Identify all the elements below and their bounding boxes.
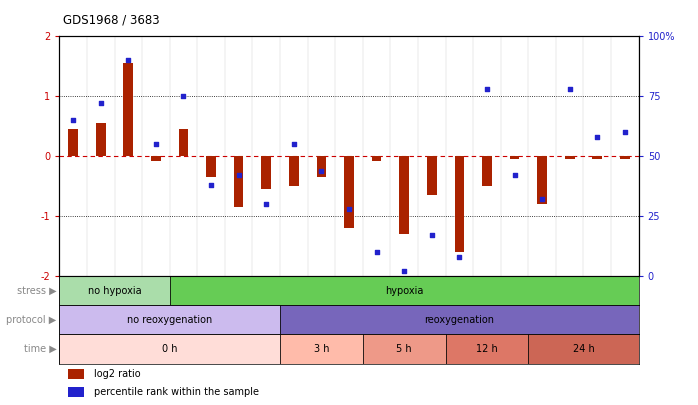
Bar	[170, 276, 639, 305]
Bar	[68, 387, 84, 397]
Bar	[280, 305, 639, 335]
Text: percentile rank within the sample: percentile rank within the sample	[94, 387, 259, 397]
Bar	[124, 64, 133, 156]
Text: log2 ratio: log2 ratio	[94, 369, 141, 379]
Bar	[280, 335, 363, 364]
Point	[619, 129, 630, 135]
Point	[509, 172, 520, 179]
Text: 12 h: 12 h	[476, 344, 498, 354]
Bar	[317, 156, 326, 177]
Bar	[427, 156, 436, 195]
Text: 5 h: 5 h	[396, 344, 412, 354]
Bar	[620, 156, 630, 159]
Bar	[96, 123, 105, 156]
Point	[288, 141, 299, 147]
Bar	[445, 335, 528, 364]
Point	[426, 232, 438, 239]
Bar	[537, 156, 547, 204]
Point	[454, 254, 465, 260]
Point	[315, 167, 327, 174]
Text: no hypoxia: no hypoxia	[88, 286, 141, 296]
Bar	[59, 276, 170, 305]
Text: 3 h: 3 h	[313, 344, 329, 354]
Bar	[59, 305, 280, 335]
Text: GDS1968 / 3683: GDS1968 / 3683	[63, 13, 159, 26]
Text: hypoxia: hypoxia	[385, 286, 424, 296]
Bar	[68, 129, 78, 156]
Bar	[593, 156, 602, 159]
Bar	[344, 156, 354, 228]
Point	[537, 196, 548, 202]
Point	[592, 134, 603, 140]
Point	[482, 86, 493, 92]
Point	[564, 86, 575, 92]
Text: 24 h: 24 h	[572, 344, 595, 354]
Point	[371, 249, 383, 255]
Bar	[399, 156, 409, 234]
Point	[399, 268, 410, 274]
Bar	[482, 156, 492, 186]
Point	[260, 201, 272, 207]
Bar	[363, 335, 445, 364]
Point	[123, 57, 134, 64]
Bar	[510, 156, 519, 159]
Point	[95, 100, 106, 107]
Point	[343, 206, 355, 212]
Point	[233, 172, 244, 179]
Bar	[289, 156, 299, 186]
Bar	[151, 156, 161, 161]
Bar	[454, 156, 464, 252]
Bar	[68, 369, 84, 379]
Bar	[206, 156, 216, 177]
Bar	[372, 156, 381, 161]
Point	[205, 182, 216, 188]
Point	[150, 141, 161, 147]
Bar	[565, 156, 574, 159]
Text: stress ▶: stress ▶	[17, 286, 57, 296]
Point	[178, 93, 189, 100]
Point	[68, 117, 79, 124]
Text: time ▶: time ▶	[24, 344, 57, 354]
Text: 0 h: 0 h	[162, 344, 177, 354]
Bar	[59, 335, 280, 364]
Bar	[262, 156, 271, 189]
Text: reoxygenation: reoxygenation	[424, 315, 494, 325]
Bar	[179, 129, 188, 156]
Text: protocol ▶: protocol ▶	[6, 315, 57, 325]
Bar	[234, 156, 244, 207]
Text: no reoxygenation: no reoxygenation	[127, 315, 212, 325]
Bar	[528, 335, 639, 364]
